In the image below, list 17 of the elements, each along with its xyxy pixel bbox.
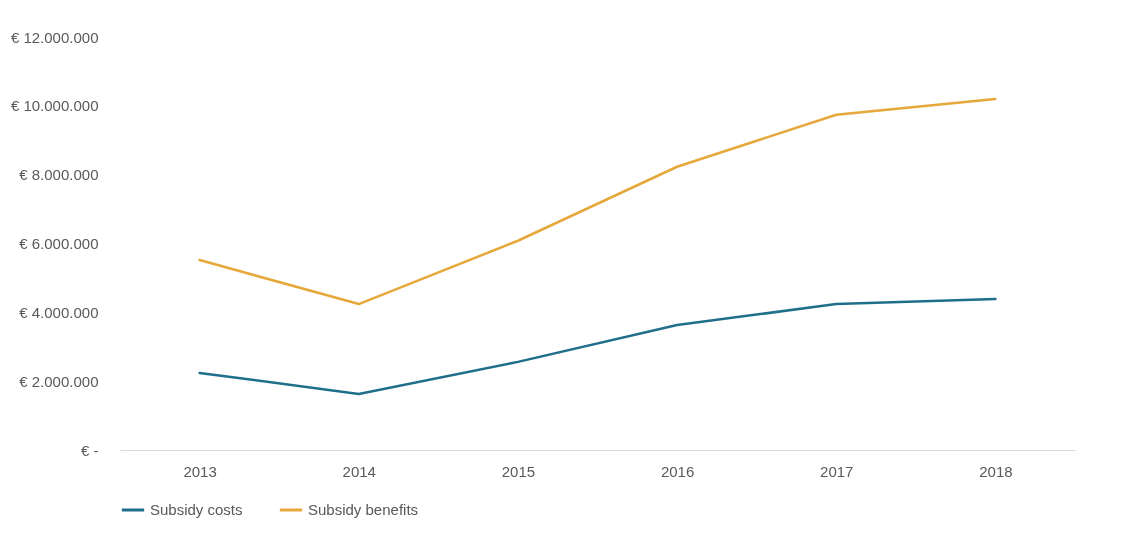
y-tick-label: € 4.000.000 — [19, 303, 99, 321]
x-tick-label: 2015 — [501, 462, 536, 480]
x-tick-label: 2013 — [183, 462, 217, 480]
line-series — [198, 97, 997, 306]
y-tick-label: € 12.000.000 — [10, 28, 99, 46]
legend-label: Subsidy costs — [150, 501, 243, 518]
line-series — [198, 297, 997, 396]
x-tick-label: 2018 — [979, 462, 1013, 480]
y-tick-label: € 10.000.000 — [10, 97, 99, 115]
legend-label: Subsidy benefits — [308, 501, 419, 518]
y-tick-label: € 6.000.000 — [19, 235, 99, 252]
x-tick-label: 2017 — [820, 462, 854, 480]
x-tick-label: 2016 — [660, 462, 695, 480]
y-tick-label: € - — [80, 441, 99, 459]
y-tick-label: € 2.000.000 — [19, 372, 99, 390]
x-tick-label: 2014 — [342, 462, 376, 480]
y-tick-label: € 8.000.000 — [19, 166, 99, 184]
